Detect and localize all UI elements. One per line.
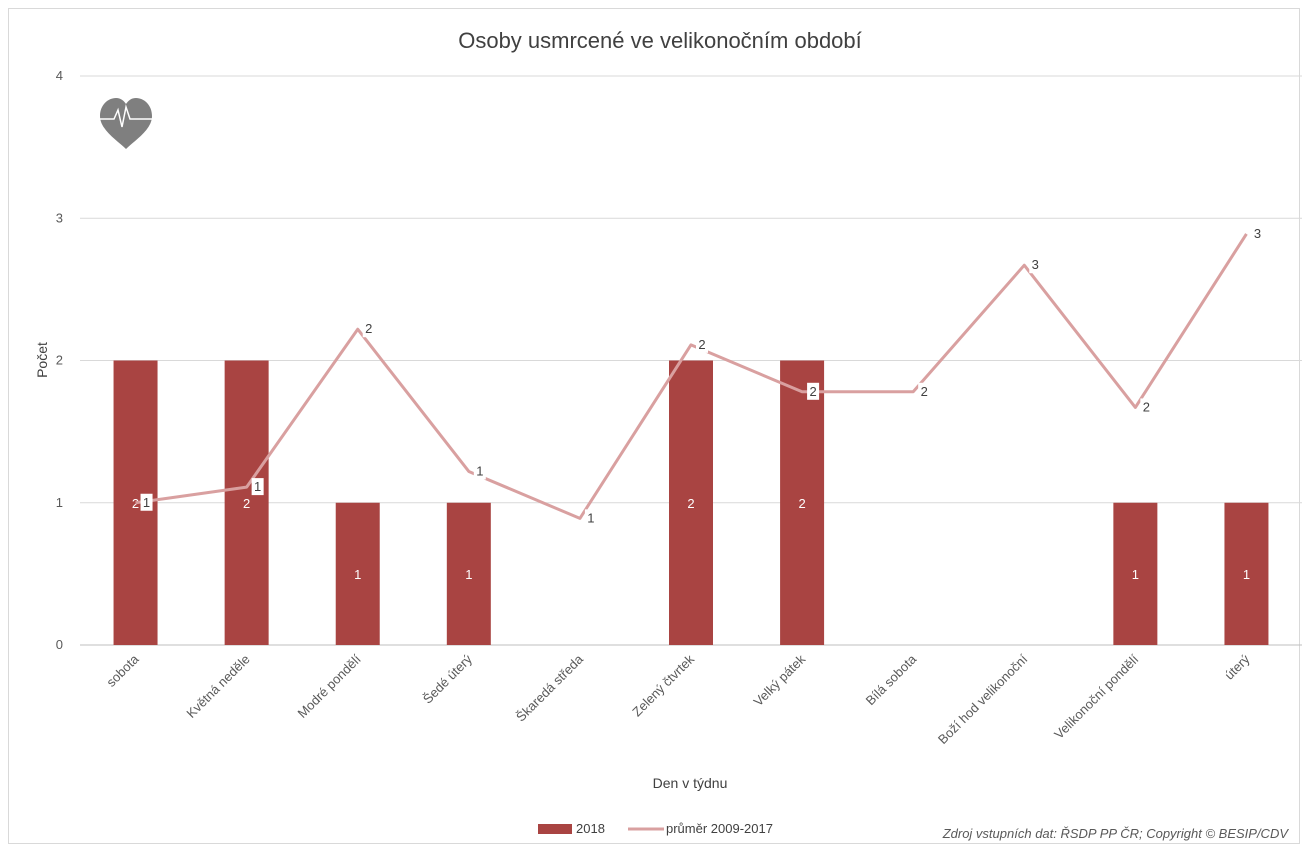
bar	[224, 360, 269, 645]
line-label-background	[1140, 398, 1153, 416]
bar-series-2018: 2 21 12 21 1	[113, 360, 1269, 645]
y-tick-label: 3	[56, 210, 63, 225]
legend-swatch-2018	[538, 824, 572, 834]
bar-data-label: 2	[243, 496, 250, 511]
line-label-background	[362, 320, 375, 338]
chart-frame	[8, 8, 1300, 844]
bar-data-label: 1	[1132, 567, 1139, 582]
bar	[1224, 502, 1269, 645]
legend-label-average: průměr 2009-2017	[666, 821, 773, 836]
bar	[446, 502, 491, 645]
x-category-label: úterý	[1222, 651, 1253, 682]
line-data-label: 3	[1032, 257, 1039, 272]
line-label-background	[1029, 256, 1042, 274]
x-axis-title: Den v týdnu	[653, 775, 728, 791]
legend-label-2018: 2018	[576, 821, 605, 836]
bar	[669, 360, 713, 645]
x-axis-categories: sobota Květná neděle Modré pondělí Šedé úte…	[103, 651, 1252, 747]
line-label-background	[473, 462, 486, 480]
line-data-label: 1	[254, 479, 261, 494]
line-data-label: 2	[1143, 399, 1150, 414]
chart-title: Osoby usmrcené ve velikonočním období	[458, 28, 862, 53]
heart-pulse-icon	[94, 98, 158, 149]
y-tick-label: 0	[56, 637, 63, 652]
bar-data-label: 1	[1243, 567, 1250, 582]
bar	[1113, 502, 1158, 645]
x-category-label: Modré pondělí	[294, 651, 364, 721]
line-label-background	[696, 335, 708, 353]
legend: 2018 průměr 2009-2017	[538, 821, 773, 836]
line-label-background	[251, 478, 264, 496]
x-category-label: Bílá sobota	[863, 651, 920, 708]
x-category-label: Květná neděle	[183, 652, 252, 721]
line-label-background	[1251, 224, 1264, 242]
bar-data-label: 1	[465, 567, 472, 582]
bar-data-label: 1	[354, 567, 361, 582]
y-tick-label: 4	[56, 68, 63, 83]
line-data-label: 1	[587, 510, 594, 525]
y-axis-title: Počet	[34, 342, 50, 378]
average-line	[135, 233, 1248, 520]
line-label-background	[584, 509, 597, 527]
line-label-background	[807, 382, 820, 400]
y-axis-ticks: 0 1 2 3 4	[56, 68, 63, 652]
x-category-label: Velikonoční pondělí	[1051, 651, 1142, 742]
x-category-label: Boží hod velikonoční	[935, 651, 1031, 747]
line-data-label: 2	[809, 384, 816, 399]
line-data-label: 2	[365, 321, 372, 336]
y-tick-label: 2	[56, 353, 63, 368]
source-note: Zdroj vstupních dat: ŘSDP PP ČR; Copyrig…	[942, 826, 1290, 841]
y-tick-label: 1	[56, 495, 63, 510]
line-data-label: 1	[476, 463, 483, 478]
bar-data-label: 2	[132, 496, 139, 511]
bar-data-label: 2	[687, 496, 694, 511]
x-category-label: Škaredá středa	[513, 651, 586, 724]
line-data-label: 2	[698, 337, 705, 352]
line-data-label: 1	[143, 495, 150, 510]
x-category-label: sobota	[103, 651, 142, 690]
bar	[335, 502, 380, 645]
line-label-background	[140, 493, 153, 511]
bar-data-label: 2	[798, 496, 805, 511]
x-category-label: Šedé úterý	[420, 651, 475, 706]
line-label-background	[918, 382, 931, 400]
line-data-label: 3	[1254, 226, 1261, 241]
x-category-label: Zelený čtvrtek	[629, 651, 697, 719]
line-data-label: 2	[921, 384, 928, 399]
x-category-label: Velký pátek	[751, 651, 809, 709]
bar	[780, 360, 825, 645]
